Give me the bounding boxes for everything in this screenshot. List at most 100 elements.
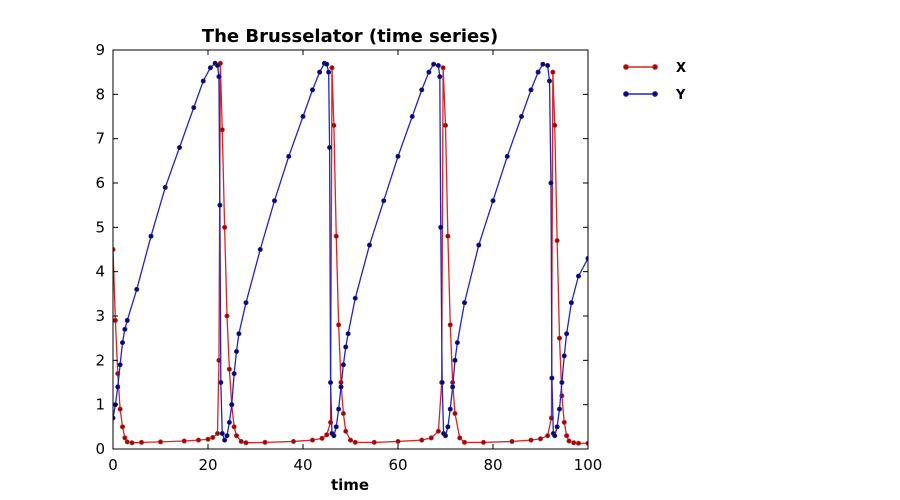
series-y-point xyxy=(134,286,140,292)
series-y-point xyxy=(331,433,337,439)
series-x-point xyxy=(509,438,515,444)
series-y-line xyxy=(113,62,588,442)
series-y-point xyxy=(437,74,443,80)
series-x-point xyxy=(545,433,551,439)
series-x-point xyxy=(556,335,562,341)
series-x-point xyxy=(395,438,401,444)
series-x-point xyxy=(290,438,296,444)
series-y-point xyxy=(554,424,560,430)
series-x-point xyxy=(205,436,211,442)
series-x-point xyxy=(452,411,458,417)
series-y-point xyxy=(545,63,551,69)
series-x-point xyxy=(442,122,448,128)
series-y-point xyxy=(200,78,206,84)
legend-y-marker-end xyxy=(652,91,658,97)
series-y-point xyxy=(340,362,346,368)
series-y-point xyxy=(317,69,323,75)
series-x-point xyxy=(224,313,230,319)
y-tick-label: 0 xyxy=(95,440,105,458)
y-tick-label: 8 xyxy=(95,85,105,103)
x-tick-label: 0 xyxy=(108,456,118,474)
series-x-point xyxy=(371,439,377,445)
series-y-point xyxy=(568,300,574,306)
series-x-point xyxy=(461,439,467,445)
series-x-point xyxy=(428,435,434,441)
series-x-point xyxy=(329,65,335,71)
series-x-point xyxy=(554,238,560,244)
series-y-point xyxy=(326,69,332,75)
series-x-point xyxy=(226,366,232,372)
series-y-point xyxy=(426,69,432,75)
y-tick-label: 4 xyxy=(95,263,105,281)
series-x-point xyxy=(336,322,342,328)
series-y-point xyxy=(352,295,358,301)
series-y-point xyxy=(490,198,496,204)
series-y-point xyxy=(177,145,183,151)
x-tick-label: 100 xyxy=(574,456,603,474)
x-tick-label: 80 xyxy=(483,456,502,474)
series-x-point xyxy=(571,440,577,446)
series-y-point xyxy=(229,402,235,408)
series-y-point xyxy=(226,419,232,425)
series-x-point xyxy=(319,435,325,441)
series-y-point xyxy=(450,384,456,390)
chart-title: The Brusselator (time series) xyxy=(202,26,498,47)
y-tick-label: 2 xyxy=(95,351,105,369)
series-y-point xyxy=(345,331,351,337)
series-y-point xyxy=(333,424,339,430)
series-y-point xyxy=(454,340,460,346)
series-x-point xyxy=(234,433,240,439)
series-y-point xyxy=(447,406,453,412)
x-tick-label: 40 xyxy=(293,456,312,474)
series-y-point xyxy=(528,87,534,93)
series-y-point xyxy=(309,87,315,93)
series-x-point xyxy=(340,411,346,417)
y-tick-label: 9 xyxy=(95,41,105,59)
series-y-point xyxy=(162,184,168,190)
series-y-point xyxy=(548,180,554,186)
plot-frame xyxy=(112,49,589,450)
series-x-point xyxy=(122,435,128,441)
series-y-point xyxy=(561,353,567,359)
series-x-point xyxy=(210,434,216,440)
series-x-point xyxy=(124,439,130,445)
series-x-point xyxy=(566,438,572,444)
series-y-point xyxy=(336,406,342,412)
series-y-point xyxy=(324,61,330,67)
series-x-point xyxy=(552,122,558,128)
series-x-point xyxy=(550,69,556,75)
series-y-point xyxy=(286,153,292,159)
series-x-point xyxy=(222,224,228,230)
series-y-point xyxy=(231,371,237,377)
series-x-line xyxy=(113,63,588,444)
series-x-point xyxy=(129,440,135,446)
series-y-point xyxy=(215,63,221,69)
series-x-point xyxy=(219,127,225,133)
series-y-point xyxy=(122,326,128,332)
series-x-point xyxy=(480,439,486,445)
series-x-point xyxy=(561,419,567,425)
legend-y-marker-start xyxy=(623,91,629,97)
series-y-point xyxy=(338,384,344,390)
series-y-point xyxy=(217,202,223,208)
series-y-point xyxy=(124,317,130,323)
series-x-point xyxy=(309,437,315,443)
series-x-point xyxy=(262,439,268,445)
series-y-point xyxy=(207,65,213,71)
series-x-point xyxy=(324,432,330,438)
series-x-point xyxy=(528,437,534,443)
series-x-point xyxy=(347,437,353,443)
series-y-point xyxy=(224,433,230,439)
y-tick-label: 1 xyxy=(95,396,105,414)
series-x-point xyxy=(215,430,221,436)
legend-x-marker-end xyxy=(652,64,658,70)
series-y-point xyxy=(439,379,445,385)
series-y-point xyxy=(236,331,242,337)
series-x-point xyxy=(343,428,349,434)
series-y-point xyxy=(343,344,349,350)
series-y-point xyxy=(535,69,541,75)
series-y-point xyxy=(476,242,482,248)
series-y-point xyxy=(216,74,222,80)
series-y-point xyxy=(419,87,425,93)
series-x-point xyxy=(158,439,164,445)
